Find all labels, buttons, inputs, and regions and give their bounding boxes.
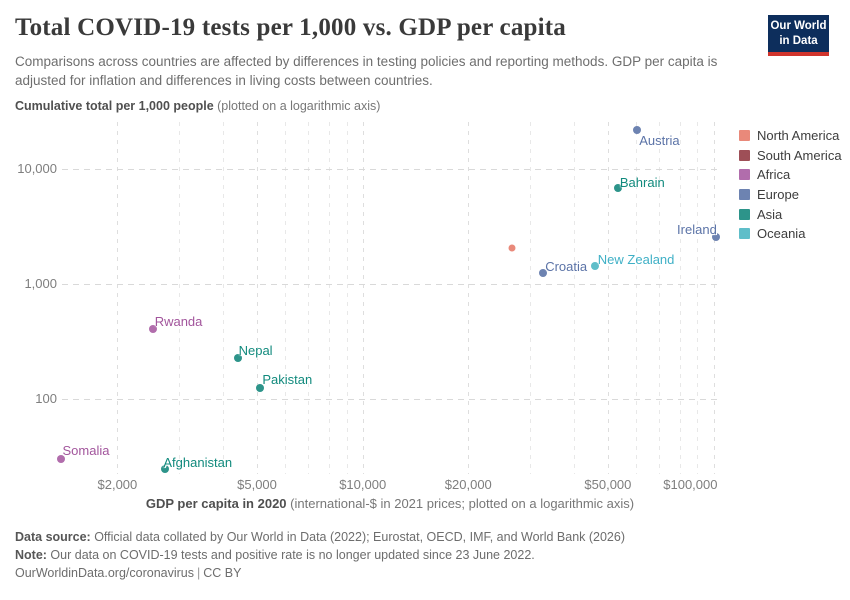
x-gridline-minor [635,122,637,474]
note-line: Note: Our data on COVID-19 tests and pos… [15,546,815,564]
legend-item-label: North America [757,128,840,144]
legend-swatch [739,208,750,220]
x-gridline [713,122,715,474]
citation-divider: | [197,566,201,580]
license-label: CC BY [203,566,242,580]
x-gridline-minor [530,122,532,474]
legend-item-europe[interactable]: Europe [739,185,842,205]
legend-item-south-america[interactable]: South America [739,146,842,166]
x-tick-label: $2,000 [97,477,138,492]
data-point-afghanistan[interactable] [161,465,170,474]
x-axis-title-bold: GDP per capita in 2020 [145,496,287,511]
x-axis-title-note: (international-$ in 2021 prices; plotted… [286,496,635,511]
data-point-label-afghanistan: Afghanistan [163,455,233,471]
x-gridline-minor [308,122,310,474]
legend-item-africa[interactable]: Africa [739,165,842,185]
legend-item-north-america[interactable]: North America [739,126,842,146]
y-axis-unit-bold: Cumulative total per 1,000 people [15,99,214,113]
footer: Data source: Official data collated by O… [15,528,815,582]
owid-logo[interactable]: Our World in Data [768,15,829,56]
y-tick-label: 1,000 [24,276,57,292]
x-tick-label: $20,000 [444,477,492,492]
legend-item-asia[interactable]: Asia [739,204,842,224]
y-axis-unit-label: Cumulative total per 1,000 people (plott… [15,99,380,113]
citation-link[interactable]: OurWorldinData.org/coronavirus [15,566,195,580]
legend-item-label: Europe [757,187,799,203]
x-gridline [607,122,609,474]
legend-item-label: Oceania [757,226,806,242]
legend-item-label: Africa [757,167,791,183]
x-gridline-minor [284,122,286,474]
data-point-north-america[interactable] [508,244,516,252]
y-tick-label: 10,000 [17,161,57,177]
data-point-rwanda[interactable] [148,325,157,334]
y-tick-label: 100 [35,391,57,407]
x-gridline [468,122,470,474]
owid-logo-line1: Our World [770,20,827,32]
legend-swatch [739,130,750,142]
data-point-nepal[interactable] [233,353,242,362]
data-point-label-somalia: Somalia [62,443,110,459]
data-point-label-bahrain: Bahrain [619,175,665,191]
citation-line: OurWorldinData.org/coronavirus | CC BY [15,564,815,582]
data-point-label-rwanda: Rwanda [154,314,203,330]
data-point-label-austria: Austria [639,133,680,148]
owid-logo-line2: in Data [779,34,818,47]
legend-swatch [739,149,750,161]
x-tick-label: $50,000 [584,477,632,492]
data-point-new-zealand[interactable] [590,262,599,271]
x-gridline-minor [679,122,681,474]
page-title: Total COVID-19 tests per 1,000 vs. GDP p… [15,14,566,41]
data-point-bahrain[interactable] [613,184,622,193]
data-point-somalia[interactable] [56,455,65,464]
note-text: Our data on COVID-19 tests and positive … [46,548,535,562]
legend-swatch [739,189,750,201]
data-point-pakistan[interactable] [256,383,265,392]
data-point-label-nepal: Nepal [238,342,273,358]
legend: North America South America Africa Europe As… [739,126,842,244]
legend-item-oceania[interactable]: Oceania [739,224,842,244]
legend-item-label: Asia [757,206,783,222]
data-point-croatia[interactable] [539,269,548,278]
data-source-label: Data source: [15,530,91,544]
x-gridline-minor [346,122,348,474]
page-subtitle: Comparisons across countries are affecte… [15,54,718,88]
data-point-label-croatia: Croatia [545,259,588,275]
x-gridline-minor [697,122,699,474]
x-tick-label: $5,000 [237,477,277,492]
owid-logo-text: Our World in Data [768,15,829,52]
legend-swatch [739,169,750,181]
note-label: Note: [15,548,47,562]
x-gridline-minor [223,122,224,474]
y-axis-unit-note: (plotted on a logarithmic axis) [213,99,381,113]
x-gridline-minor [328,122,330,474]
x-gridline [117,122,119,474]
x-gridline-minor [179,122,181,474]
y-gridline [62,399,718,401]
x-gridline [362,122,364,474]
legend-swatch [739,228,750,240]
x-tick-label: $100,000 [663,477,718,492]
y-gridline [62,284,718,286]
data-point-label-new-zealand: New Zealand [597,252,675,268]
x-tick-label: $10,000 [339,477,387,492]
data-point-austria[interactable] [633,126,642,134]
data-source-text: Official data collated by Our World in D… [90,530,625,544]
owid-logo-red-bar [768,51,829,56]
data-point-ireland[interactable] [711,233,720,242]
data-point-label-pakistan: Pakistan [262,371,313,387]
x-gridline [257,122,258,474]
x-gridline-minor [659,122,661,474]
legend-item-label: South America [757,147,842,163]
data-point-label-ireland: Ireland [677,222,717,238]
x-gridline-minor [573,122,575,474]
x-axis-title: GDP per capita in 2020 (international-$ … [146,496,634,511]
data-source-line: Data source: Official data collated by O… [15,528,815,546]
y-gridline [62,169,718,171]
